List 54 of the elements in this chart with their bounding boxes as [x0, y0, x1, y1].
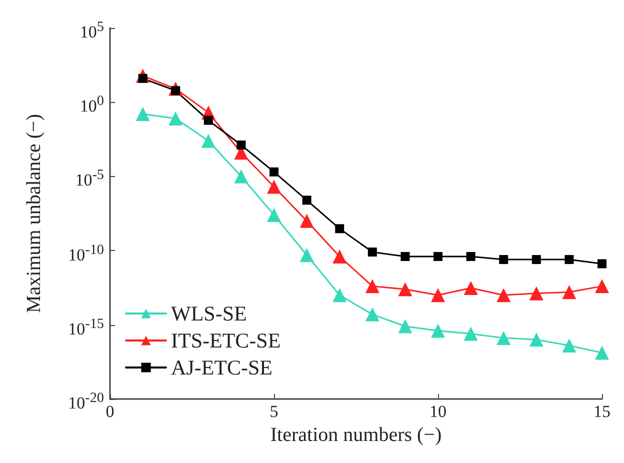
x-axis-title: Iteration numbers (−): [270, 424, 442, 446]
point: [598, 259, 606, 268]
point: [368, 248, 377, 257]
point: [398, 282, 412, 296]
x-tick-label: 15: [594, 402, 610, 421]
x-tick-label: 5: [270, 402, 278, 421]
point: [234, 169, 248, 184]
point: [496, 288, 511, 302]
point: [464, 281, 478, 296]
point: [168, 111, 183, 126]
point: [270, 167, 278, 176]
point: [434, 252, 442, 262]
point: [529, 332, 544, 347]
point: [562, 338, 576, 353]
y-axis-title: Maximum unbalance (−): [23, 114, 45, 313]
point: [466, 252, 476, 262]
x-tick-label: 10: [430, 402, 446, 421]
point: [562, 285, 576, 300]
point: [400, 252, 410, 262]
point: [267, 180, 281, 194]
point: [300, 248, 314, 262]
point: [398, 319, 412, 334]
y-tick-label: 10$^{-5}$: [75, 166, 104, 192]
y-tick-label: 10$^{-10}$: [68, 240, 104, 266]
point: [332, 288, 347, 302]
point: [365, 279, 380, 294]
point: [300, 214, 314, 228]
point: [595, 279, 609, 294]
point: [496, 330, 511, 345]
point: [365, 307, 380, 322]
legend-label: WLS-SE: [171, 302, 247, 326]
point: [332, 250, 347, 264]
y-tick-label: 10$^{-20}$: [68, 389, 104, 414]
y-tick-label: 10$^{-15}$: [68, 314, 104, 340]
point: [204, 116, 213, 125]
point: [464, 326, 478, 341]
point: [267, 208, 281, 222]
point: [236, 140, 246, 150]
legend-label: AJ-ETC-SE: [171, 356, 272, 380]
y-tick-label: 10$^{5}$: [80, 18, 104, 43]
point: [136, 107, 150, 122]
point: [431, 324, 445, 338]
point: [201, 134, 216, 148]
x-tick-label: 0: [106, 402, 114, 421]
point: [564, 255, 574, 264]
point: [532, 255, 541, 264]
legend-label: ITS-ETC-SE: [171, 328, 281, 352]
point: [529, 286, 544, 300]
point: [302, 196, 312, 205]
point: [595, 346, 609, 360]
point: [335, 224, 344, 234]
point: [431, 288, 445, 302]
y-tick-label: 10$^{0}$: [80, 92, 104, 117]
point: [499, 255, 508, 264]
